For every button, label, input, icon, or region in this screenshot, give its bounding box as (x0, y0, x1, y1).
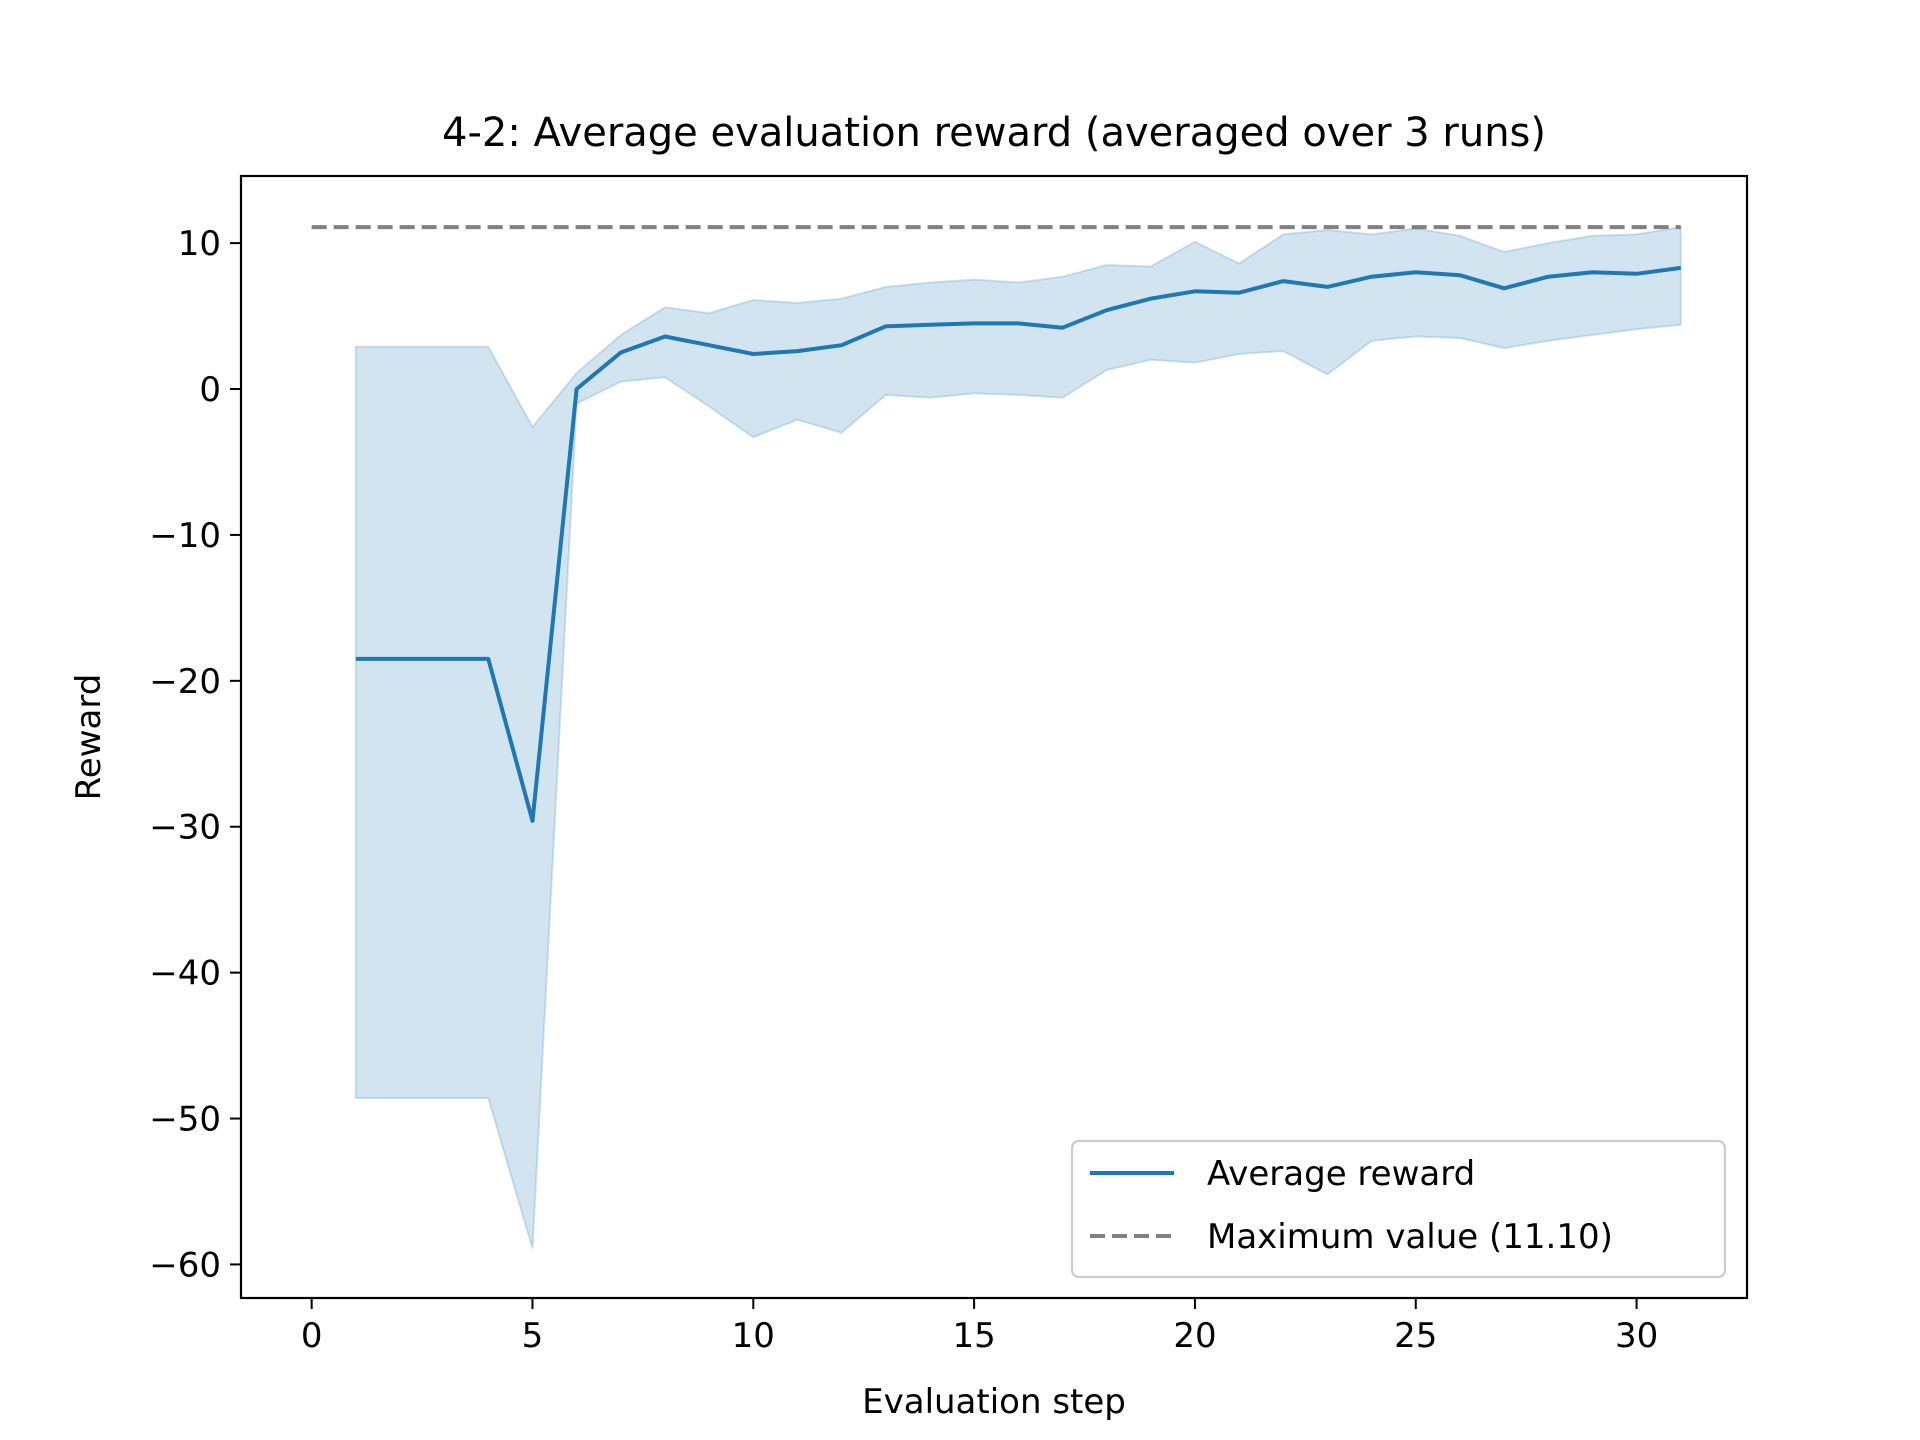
y-tick-label: 0 (199, 370, 221, 410)
x-tick-label: 5 (522, 1316, 544, 1356)
axis-ticks: 0 5 10 15 20 25 30 10 0 −10 −20 −30 −40 −50 −60 (149, 224, 1658, 1356)
x-tick-label: 10 (732, 1316, 775, 1356)
axes-frame (239, 174, 1749, 1300)
x-tick-label: 20 (1173, 1316, 1216, 1356)
y-tick-label: 10 (178, 224, 221, 264)
x-axis-title: Evaluation step (862, 1382, 1126, 1422)
y-axis-title: Reward (69, 674, 109, 801)
y-tick-label: −30 (149, 808, 221, 848)
legend: Average reward Maximum value (11.10) (1070, 1139, 1727, 1279)
x-tick-label: 25 (1394, 1316, 1437, 1356)
y-tick-label: −60 (149, 1245, 221, 1285)
x-tick-label: 0 (301, 1316, 323, 1356)
confidence-band (354, 225, 1682, 1249)
x-tick-label: 15 (952, 1316, 995, 1356)
plot-area (311, 225, 1682, 1249)
x-tick-label: 30 (1615, 1316, 1658, 1356)
legend-label-maximum-value: Maximum value (11.10) (1207, 1217, 1613, 1257)
legend-box (1070, 1139, 1727, 1279)
y-tick-label: −40 (149, 954, 221, 994)
legend-label-average-reward: Average reward (1207, 1154, 1475, 1194)
y-tick-label: −10 (149, 516, 221, 556)
average-reward-line (355, 265, 1682, 823)
chart-title: 4-2: Average evaluation reward (averaged… (442, 110, 1546, 156)
y-tick-label: −20 (149, 662, 221, 702)
y-tick-label: −50 (149, 1100, 221, 1140)
